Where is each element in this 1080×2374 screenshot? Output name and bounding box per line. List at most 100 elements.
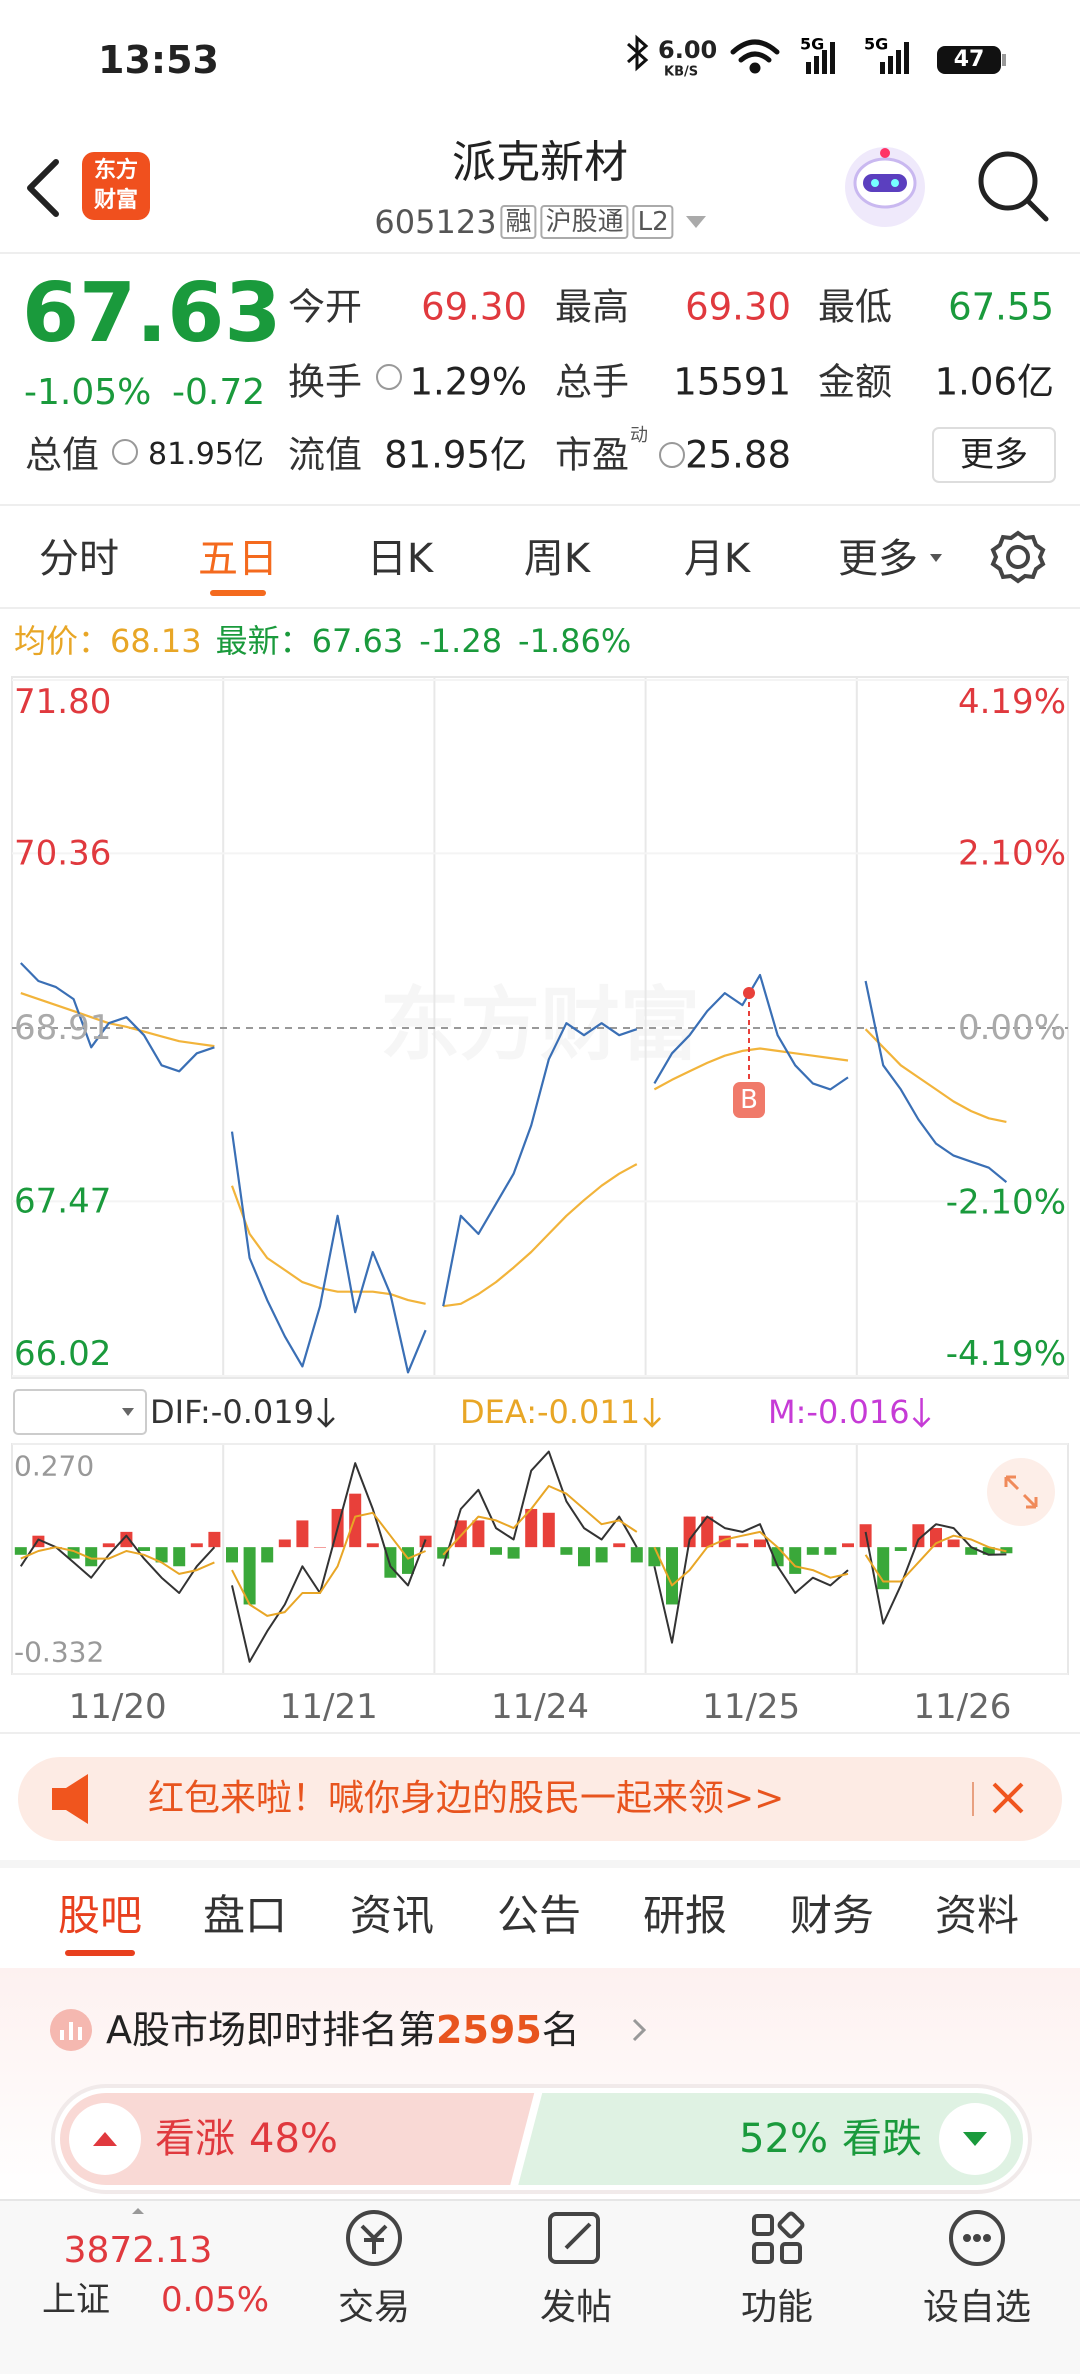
period-tab[interactable]: 周K [523,536,591,582]
expand-index[interactable] [132,2208,144,2214]
indicator-line [19,1534,216,1594]
index-name[interactable]: 上证 [42,2280,110,2320]
field-superscript: 动 [630,425,648,446]
chart-layer: 东方财富 71.80 70.36 68.91 67.47 66.02 4.19% 2.10% 0… [11,676,1069,1727]
period-tab[interactable]: 分时 [39,536,119,582]
macd-bar [243,1547,256,1605]
ranking-arrow[interactable] [632,2018,647,2042]
content-tab[interactable]: 盘口 [202,1891,288,1940]
stock-subtitle: 605123 融 沪股通 L2 [374,205,674,239]
content-tab[interactable]: 资料 [934,1891,1020,1940]
content-tab-active[interactable]: 股吧 [57,1891,143,1940]
info-change: -1.28 [419,622,503,660]
stock-tag: 融 [500,205,537,239]
more-button-label[interactable]: 更多 [960,435,1028,475]
up-vote[interactable]: 看涨 48% [155,2119,338,2159]
macd-bar [349,1493,362,1548]
macd-bar [806,1547,819,1555]
macd-bar [965,1547,978,1555]
legend-label: 均价： [14,622,111,660]
search-button[interactable] [978,151,1049,222]
nav-item[interactable]: 设自选 [922,2287,1032,2328]
watchlist-icon[interactable] [949,2210,1005,2266]
app-logo[interactable]: 东方 财富 [82,152,150,220]
indicator-line [231,1511,426,1617]
macd-bar [982,1547,995,1555]
down-vote[interactable]: 52% 看跌 [739,2119,922,2159]
macd-bar [155,1547,168,1563]
macd-bar [366,1543,379,1548]
close-button[interactable] [992,1782,1024,1814]
content-tab[interactable]: 研报 [642,1891,728,1940]
nav-item[interactable]: 发帖 [539,2287,613,2328]
macd-bar [578,1547,590,1567]
back-button[interactable] [27,159,59,217]
y-tick-label: 67.47 [14,1181,111,1221]
macd-bar [296,1520,309,1548]
y2-tick-label: 0.00% [958,1008,1066,1048]
dropdown-icon[interactable] [930,554,942,562]
period-tab-active[interactable]: 五日 [198,536,278,582]
banner[interactable] [18,1757,1062,1841]
macd-bar [85,1547,98,1567]
series-line [653,1047,849,1091]
settings-button[interactable] [990,530,1046,584]
more-button[interactable] [932,427,1056,483]
macd-bar [173,1547,186,1567]
y-tick-label: 0.270 [14,1450,94,1483]
field-label: 总值 [25,433,99,477]
period-tab[interactable]: 日K [366,536,434,582]
macd-bar [718,1535,731,1548]
trade-icon[interactable] [346,2210,402,2266]
macd-bar [454,1520,467,1548]
macd-bar [754,1539,766,1548]
up-arrow [93,2132,117,2146]
stock-tag: 沪股通 [540,205,629,239]
period-tab[interactable]: 月K [683,536,751,582]
macd-bar [736,1543,749,1548]
field-value: 15591 [673,360,791,404]
nav-item[interactable]: 功能 [740,2287,814,2328]
clock: 13:53 [98,38,219,82]
divider [0,1860,1080,1868]
macd-bar [14,1547,27,1555]
legend-label: 最新： [215,622,312,660]
x-tick-label: 11/25 [702,1687,800,1727]
x-tick-label: 11/24 [491,1687,589,1727]
assistant-avatar[interactable] [845,147,925,227]
trend-arrow [643,1398,662,1428]
content-tab[interactable]: 财务 [789,1891,875,1940]
legend-value: -0.011 [537,1393,640,1431]
sentiment-layer [60,2093,1023,2185]
legend-label: DIF: [150,1393,211,1431]
indicator-line [442,1450,638,1567]
content-tab[interactable]: 公告 [496,1891,582,1940]
net-unit: KB/S [664,64,699,80]
dropdown-icon[interactable] [122,1408,134,1416]
macd-bar [226,1547,238,1563]
expand-button[interactable] [987,1458,1055,1526]
content-tab[interactable]: 资讯 [349,1891,435,1940]
macd-bar [507,1547,520,1559]
macd-bar [613,1543,626,1548]
dropdown-icon[interactable] [686,216,706,228]
indicator-select[interactable] [13,1389,147,1435]
y2-tick-label: 2.10% [958,834,1066,874]
macd-bar [560,1547,573,1555]
banner-text[interactable]: 红包来啦！喊你身边的股民一起来领>> [148,1778,785,1819]
post-icon[interactable] [548,2212,600,2264]
macd-bar [1000,1547,1013,1554]
ranking-text[interactable]: A股市场即时排名第 2595 名 [106,2011,580,2049]
macd-bar [877,1547,890,1590]
function-icon[interactable] [752,2211,805,2264]
nav-item[interactable]: 交易 [337,2287,411,2328]
macd-bar [824,1547,837,1555]
field-value: 25.88 [685,433,791,477]
field-value: 81.95亿 [384,433,527,477]
series-line [443,1163,638,1308]
field-label: 市盈 [555,433,629,477]
up-percent: 48% [249,2116,338,2162]
index-value[interactable]: 3872.13 [63,2230,213,2271]
period-tab[interactable]: 更多 [838,536,918,582]
index-change[interactable]: 0.05% [160,2280,270,2320]
